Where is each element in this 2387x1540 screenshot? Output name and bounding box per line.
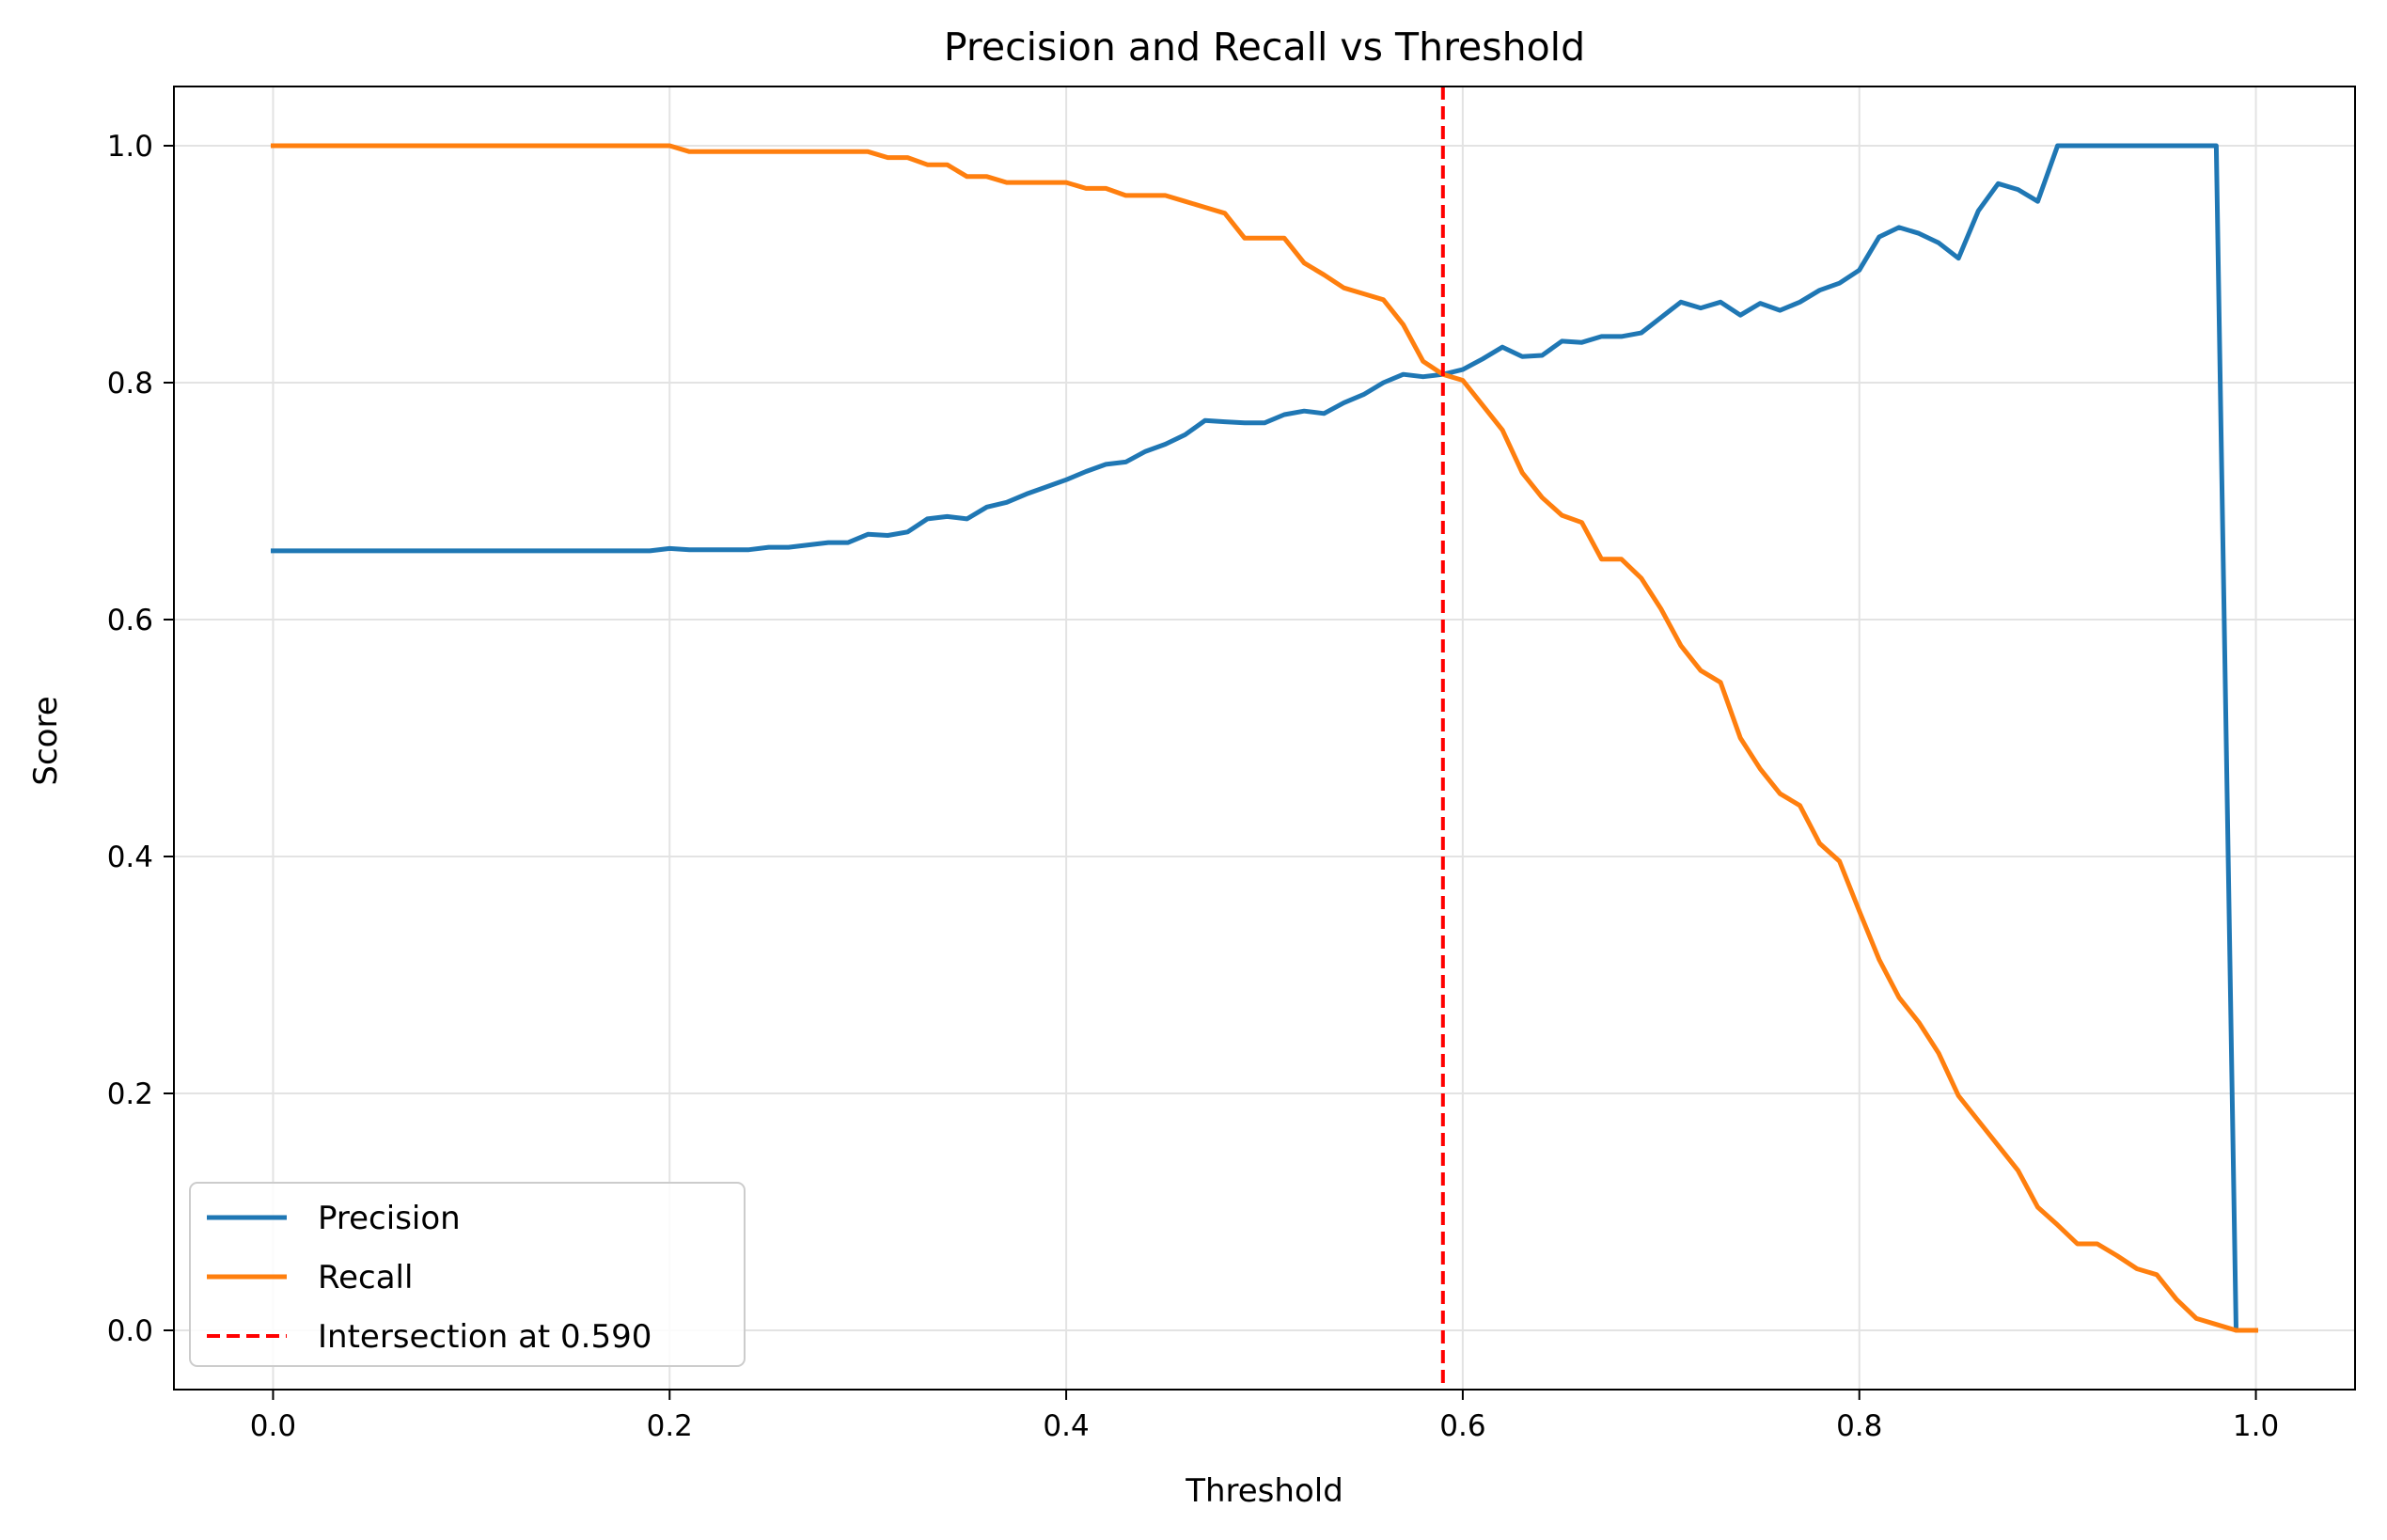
legend-box (189, 1182, 746, 1367)
y-tick-label: 1.0 (107, 130, 153, 164)
y-tick-label: 0.6 (107, 604, 153, 637)
legend: Precision Recall Intersection at 0.590 (189, 1182, 746, 1367)
grid (174, 86, 2355, 1390)
plot-frame (173, 86, 2356, 1391)
y-tick-label: 0.2 (107, 1077, 153, 1111)
y-tick-label: 0.8 (107, 367, 153, 401)
y-tick-label: 0.4 (107, 841, 153, 874)
chart-title: Precision and Recall vs Threshold (944, 24, 1585, 70)
x-tick-label: 0.6 (1439, 1409, 1485, 1443)
y-axis-title: Score (27, 696, 65, 785)
precision-line (271, 143, 2258, 1333)
recall-line (271, 143, 2258, 1333)
x-tick-label: 0.0 (250, 1409, 296, 1443)
legend-intersection-label: Intersection at 0.590 (318, 1318, 652, 1356)
y-axis-ticks: 0.0 0.2 0.4 0.6 0.8 1.0 (107, 130, 174, 1348)
legend-recall-label: Recall (318, 1259, 413, 1296)
series-lines (271, 143, 2258, 1333)
x-axis-ticks: 0.0 0.2 0.4 0.6 0.8 1.0 (250, 1390, 2279, 1443)
x-axis-title: Threshold (1185, 1472, 1343, 1510)
legend-precision-label: Precision (318, 1200, 461, 1237)
x-tick-label: 0.2 (647, 1409, 693, 1443)
x-tick-label: 0.4 (1043, 1409, 1089, 1443)
x-tick-label: 0.8 (1836, 1409, 1882, 1443)
y-tick-label: 0.0 (107, 1314, 153, 1348)
x-tick-label: 1.0 (2233, 1409, 2279, 1443)
